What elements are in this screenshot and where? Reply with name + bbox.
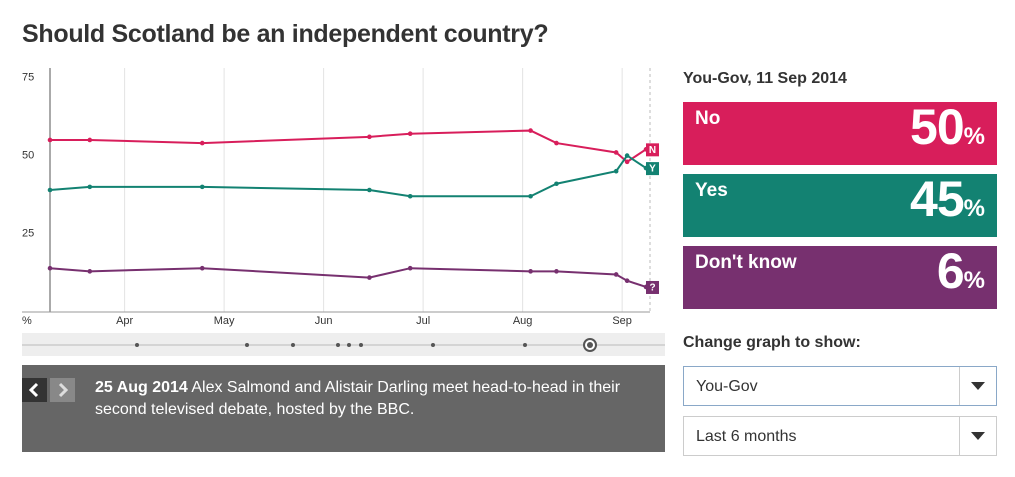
point xyxy=(624,153,630,158)
end-tag: N xyxy=(649,145,656,156)
point xyxy=(47,137,53,143)
series-line xyxy=(49,154,647,198)
result-value-group: 45% xyxy=(910,171,985,237)
result-box: Yes 45% xyxy=(683,171,997,237)
series-line xyxy=(50,129,647,164)
end-tag-box xyxy=(646,162,659,176)
result-box: Don't know 6% xyxy=(683,243,997,309)
y-axis-label: % xyxy=(22,315,32,327)
result-value: 50 xyxy=(910,99,965,155)
result-unit: % xyxy=(963,195,985,222)
end-tag-box xyxy=(646,143,659,157)
select-value: Last 6 months xyxy=(696,428,797,445)
point xyxy=(554,181,559,187)
point xyxy=(554,269,559,274)
point xyxy=(367,134,372,140)
event-text: Alex Salmond and Alistair Darling meet h… xyxy=(95,379,621,418)
select-arrow[interactable] xyxy=(959,417,996,455)
result-unit: % xyxy=(963,123,985,150)
point xyxy=(624,159,630,165)
point xyxy=(367,187,372,193)
poll-title: You-Gov, 11 Sep 2014 xyxy=(683,70,847,87)
point xyxy=(87,184,93,190)
result-label: Yes xyxy=(695,180,728,201)
point xyxy=(613,272,619,277)
point xyxy=(528,128,533,133)
point xyxy=(199,140,205,146)
y-tick-label: 50 xyxy=(22,149,34,161)
result-value-group: 6% xyxy=(937,243,985,309)
x-tick-label: Apr xyxy=(116,315,133,327)
point xyxy=(199,184,205,190)
point xyxy=(47,265,53,271)
point xyxy=(367,275,372,280)
controls-label: Change graph to show: xyxy=(683,334,861,351)
y-tick-label: 25 xyxy=(22,228,34,240)
point xyxy=(199,265,205,271)
event-date: 25 Aug 2014 xyxy=(95,379,188,396)
point xyxy=(554,140,559,146)
result-value: 45 xyxy=(910,171,965,227)
x-tick-label: Aug xyxy=(513,315,533,327)
end-tag-box xyxy=(646,280,659,294)
point xyxy=(407,131,413,136)
pollster-select[interactable]: You-Gov xyxy=(683,366,997,406)
timeline-bar xyxy=(22,333,665,356)
result-box: No 50% xyxy=(683,99,997,165)
point xyxy=(528,193,533,199)
select-value: You-Gov xyxy=(696,378,758,395)
end-tag: ? xyxy=(649,283,655,294)
x-tick-label: May xyxy=(214,315,235,327)
result-label: Don't know xyxy=(695,252,797,273)
range-select[interactable]: Last 6 months xyxy=(683,416,997,456)
point xyxy=(407,265,413,271)
caption-text: 25 Aug 2014 Alex Salmond and Alistair Da… xyxy=(95,377,635,421)
point xyxy=(528,269,533,274)
x-tick-label: Jun xyxy=(315,315,333,327)
point xyxy=(87,269,93,274)
y-tick-label: 75 xyxy=(22,71,34,83)
point xyxy=(613,168,619,174)
x-tick-label: Sep xyxy=(612,315,632,327)
chart: % Apr May Jun Jul Aug Sep 25 50 75 NY? xyxy=(22,68,665,356)
result-value: 6 xyxy=(936,243,965,299)
result-unit: % xyxy=(963,267,985,294)
point xyxy=(87,137,93,143)
select-arrow[interactable] xyxy=(959,367,996,405)
point xyxy=(624,278,630,284)
next-button[interactable] xyxy=(50,378,75,402)
x-tick-label: Jul xyxy=(416,315,430,327)
event-caption: 25 Aug 2014 Alex Salmond and Alistair Da… xyxy=(22,365,665,452)
prev-button[interactable] xyxy=(22,378,47,402)
point xyxy=(47,187,53,193)
result-value-group: 50% xyxy=(910,99,985,165)
page-title: Should Scotland be an independent countr… xyxy=(22,20,549,48)
result-label: No xyxy=(695,108,721,129)
point xyxy=(613,150,619,155)
series-line xyxy=(49,267,647,288)
point xyxy=(407,193,413,199)
end-tag: Y xyxy=(649,164,656,175)
